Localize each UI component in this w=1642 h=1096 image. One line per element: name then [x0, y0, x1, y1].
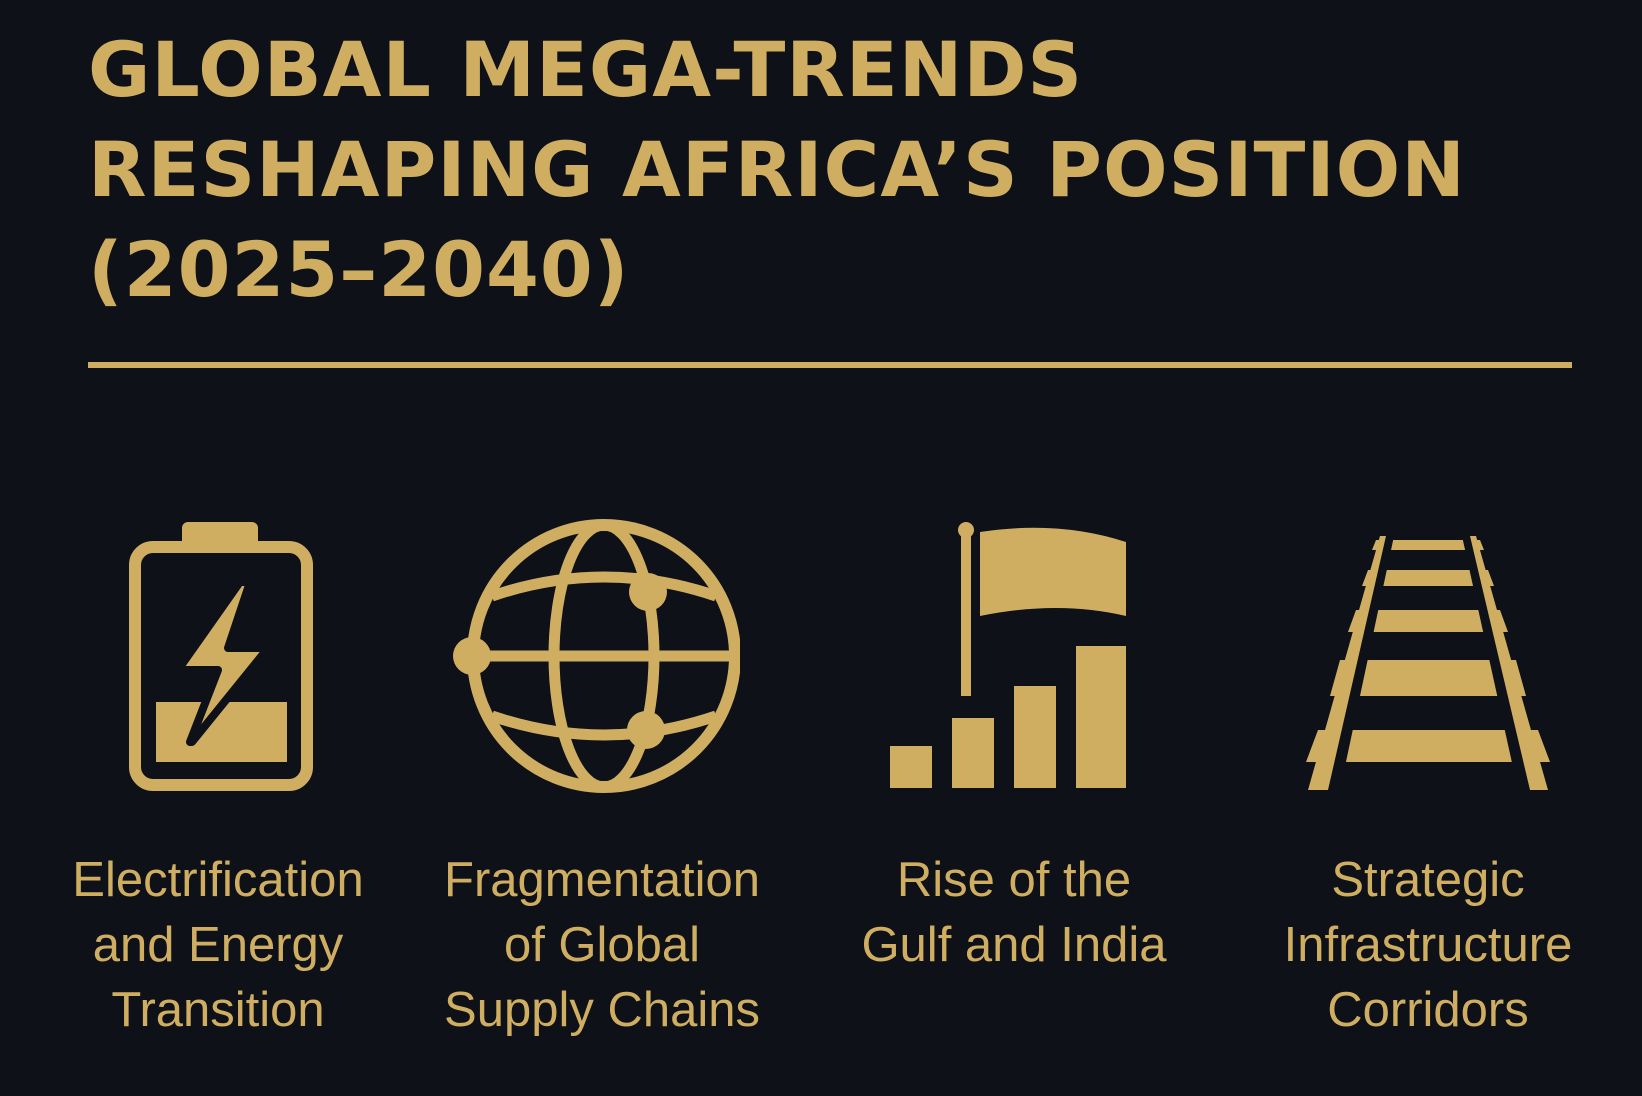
caption-line: Gulf and India	[861, 918, 1167, 972]
flag-rising-bars-icon	[888, 518, 1138, 792]
caption-line: Supply Chains	[444, 983, 760, 1037]
caption-line: Electrification	[72, 853, 364, 907]
caption-line: Transition	[111, 983, 325, 1037]
caption-line: Infrastructure	[1283, 918, 1573, 972]
trend-caption-infrastructure: Strategic Infrastructure Corridors	[1238, 848, 1618, 1043]
caption-line: of Global	[503, 918, 701, 972]
caption-line: and Energy	[92, 918, 344, 972]
title-line-1: GLOBAL MEGA-TRENDS	[88, 25, 1084, 114]
caption-line: Fragmentation	[444, 853, 760, 907]
caption-line: Strategic	[1331, 853, 1525, 907]
trend-caption-electrification: Electrification and Energy Transition	[28, 848, 408, 1043]
caption-line: Corridors	[1327, 983, 1529, 1037]
trend-caption-fragmentation: Fragmentation of Global Supply Chains	[412, 848, 792, 1043]
page-title: GLOBAL MEGA-TRENDS RESHAPING AFRICA’S PO…	[88, 20, 1588, 320]
battery-charging-icon	[128, 520, 314, 792]
title-line-3: (2025–2040)	[88, 225, 630, 314]
globe-network-icon	[450, 518, 740, 794]
title-line-2: RESHAPING AFRICA’S POSITION	[88, 125, 1466, 214]
trend-caption-gulf-india: Rise of the Gulf and India	[824, 848, 1204, 978]
caption-line: Rise of the	[896, 853, 1132, 907]
railway-track-icon	[1268, 536, 1588, 792]
title-divider	[88, 362, 1572, 368]
